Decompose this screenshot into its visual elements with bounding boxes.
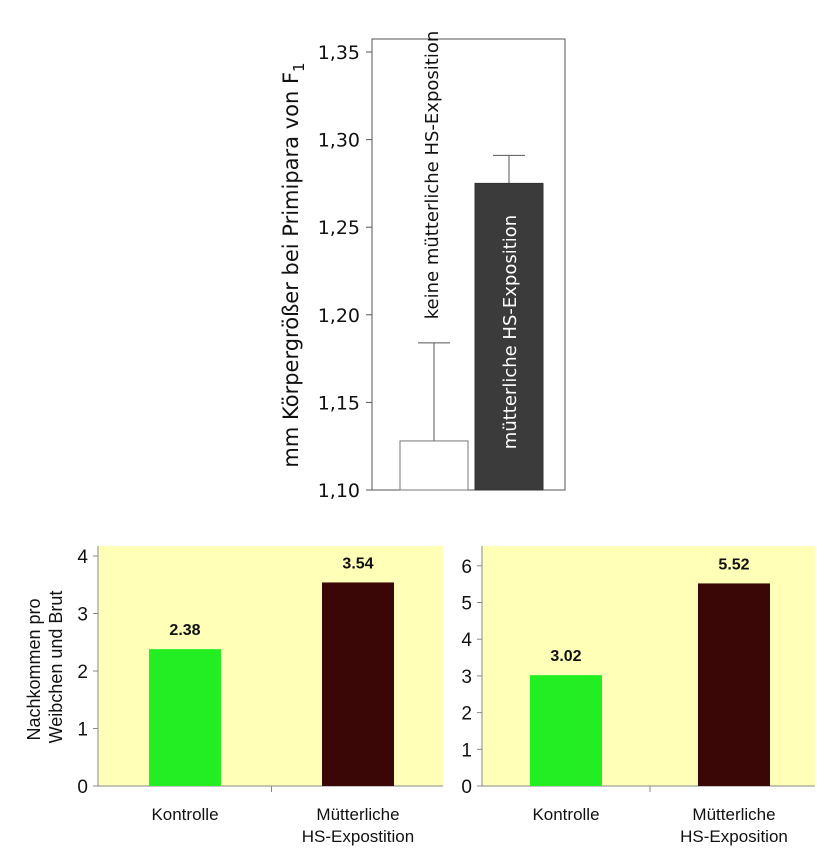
bottom-right-y-tick-label: 6 <box>461 557 472 578</box>
bottom-right-y-tick-label: 1 <box>461 740 472 761</box>
bottom-right-bar <box>698 583 770 786</box>
bottom-left-bar-value-label: 2.38 <box>169 622 200 639</box>
bottom-left-y-tick-label: 0 <box>77 777 88 798</box>
top-y-tick-label: 1,25 <box>318 217 360 239</box>
top-y-axis-label: mm Körpergrößer bei Primipara von F1 <box>279 62 308 467</box>
top-y-tick-label: 1,15 <box>318 392 360 414</box>
bottom-left-bar <box>149 649 221 786</box>
bottom-right-bar-value-label: 3.02 <box>550 648 581 665</box>
bottom-right-y-tick-label: 5 <box>461 594 472 615</box>
top-y-tick-label: 1,20 <box>318 305 360 327</box>
top-y-axis-label-main: mm Körpergrößer bei Primipara von F <box>279 72 303 468</box>
bottom-right-y-tick-label: 0 <box>461 777 472 798</box>
bottom-left-y-axis-label: Nachkommen pro Weibchen und Brut <box>24 591 66 744</box>
bottom-left-y-tick-label: 2 <box>77 662 88 683</box>
bottom-left-bars: 2.38 Kontrolle 3.54 Mütterliche HS-Expostiti… <box>149 555 414 846</box>
bottom-right-bars: 3.02 Kontrolle 5.52 Mütterliche HS-Expositio… <box>530 556 788 846</box>
bottom-left-y-tick-label: 3 <box>77 605 88 626</box>
bottom-left-y-axis-label-line2: Weibchen und Brut <box>46 591 66 744</box>
bottom-left-category-label: Kontrolle <box>151 805 218 824</box>
top-bar <box>474 182 544 491</box>
bottom-right-y-tick-label: 3 <box>461 667 472 688</box>
bottom-left-category-label: Mütterliche <box>316 805 399 824</box>
top-y-ticks: 1,10 1,15 1,20 1,25 1,30 1,35 <box>318 42 372 502</box>
bottom-left-category-label: HS-Expostition <box>302 827 414 846</box>
bottom-right-category-label: Kontrolle <box>532 805 599 824</box>
bottom-right-y-tick-label: 2 <box>461 704 472 725</box>
bottom-left-y-tick-label: 4 <box>77 547 88 568</box>
bottom-right-y-tick-label: 4 <box>461 630 472 651</box>
bottom-right-category-label: Mütterliche <box>692 805 775 824</box>
top-y-tick-label: 1,10 <box>318 480 360 502</box>
top-bars: keine mütterliche HS-Exposition mütterlic… <box>399 31 544 491</box>
bottom-left-bar-value-label: 3.54 <box>342 555 373 572</box>
top-body-size-chart: 1,10 1,15 1,20 1,25 1,30 1,35 keine mütterlic… <box>279 31 566 502</box>
bottom-right-category-label: HS-Exposition <box>680 827 788 846</box>
top-y-tick-label: 1,35 <box>318 42 360 64</box>
top-y-axis-label-subscript: 1 <box>290 62 308 72</box>
top-bar-label-no-exposure: keine mütterliche HS-Exposition <box>422 31 443 319</box>
bottom-left-y-tick-label: 1 <box>77 720 88 741</box>
bottom-right-bar-value-label: 5.52 <box>718 556 749 573</box>
bottom-left-offspring-chart: 0 1 2 3 4 2.38 Kontrolle 3.54 Mütterliche HS-Exp… <box>24 546 443 846</box>
bottom-right-bar <box>530 675 602 786</box>
bottom-left-bar <box>322 582 394 786</box>
bottom-right-offspring-chart: 0 1 2 3 4 5 6 3.02 Kontrolle 5.52 Mütterliche HS-E… <box>461 546 815 846</box>
top-y-tick-label: 1,30 <box>318 130 360 152</box>
bottom-left-y-axis-label-line1: Nachkommen pro <box>24 598 44 740</box>
top-bar <box>399 440 469 491</box>
top-bar-label-exposure: mütterliche HS-Exposition <box>500 215 521 449</box>
